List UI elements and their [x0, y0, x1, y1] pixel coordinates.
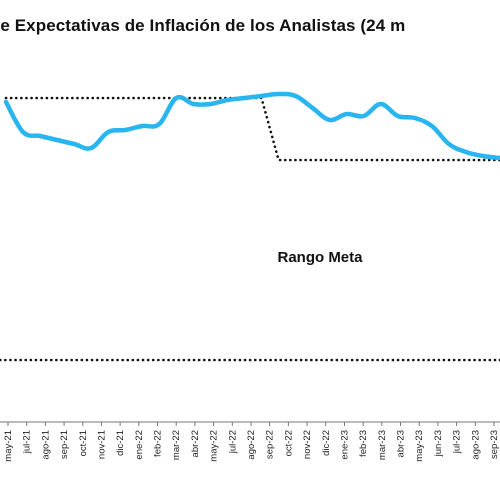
x-tick-label-mar-22: mar-22: [171, 430, 182, 460]
x-tick-label-feb-22: feb-22: [153, 430, 164, 457]
x-tick-label-sep-21: sep-21: [59, 430, 70, 459]
x-tick-label-nov-22: nov-22: [302, 430, 313, 459]
x-tick-label-jul-23: jul-23: [452, 430, 463, 454]
x-tick-label-may-23: may-23: [414, 430, 425, 462]
x-tick-label-ago-21: ago-21: [40, 430, 51, 460]
x-tick-label-abr-23: abr-23: [396, 430, 407, 457]
x-tick-label-sep-22: sep-22: [265, 430, 276, 459]
series-line-0: [3, 91, 500, 161]
x-tick-label-oct-22: oct-22: [283, 430, 294, 456]
x-tick-label-jul-21: jul-21: [22, 430, 33, 454]
x-tick-label-jul-22: jul-22: [227, 430, 238, 454]
target-range-upper-line: [4, 96, 500, 162]
x-tick-label-may-22: may-22: [209, 430, 220, 462]
x-tick-label-abr-22: abr-22: [190, 430, 201, 457]
x-tick-label-dic-21: dic-21: [115, 430, 126, 456]
target-range-label: Rango Meta: [277, 249, 363, 266]
x-tick-label-feb-23: feb-23: [358, 430, 369, 457]
chart-title: na de Expectativas de Inflación de los A…: [0, 16, 406, 35]
series-group: [3, 91, 500, 161]
x-tick-label-oct-21: oct-21: [78, 430, 89, 456]
x-axis: [0, 421, 500, 426]
x-tick-label-ene-23: ene-23: [340, 430, 351, 460]
x-tick-label-ene-22: ene-22: [134, 430, 145, 460]
x-tick-label-ago-23: ago-23: [470, 430, 481, 460]
x-tick-labels: may-21 jul-21 ago-21 sep-21 oct-21 nov-21 dic-…: [3, 430, 500, 462]
x-tick-label-jun-23: jun-23: [433, 430, 444, 457]
x-tick-label-ago-22: ago-22: [246, 430, 257, 460]
x-tick-label-dic-22: dic-22: [321, 430, 332, 456]
x-tick-label-nov-21: nov-21: [97, 430, 108, 459]
x-tick-label-mar-23: mar-23: [377, 430, 388, 460]
x-tick-label-may-21: may-21: [3, 430, 14, 462]
target-range-lines: [0, 96, 500, 362]
x-tick-label-sep-23: sep-23: [489, 430, 500, 459]
